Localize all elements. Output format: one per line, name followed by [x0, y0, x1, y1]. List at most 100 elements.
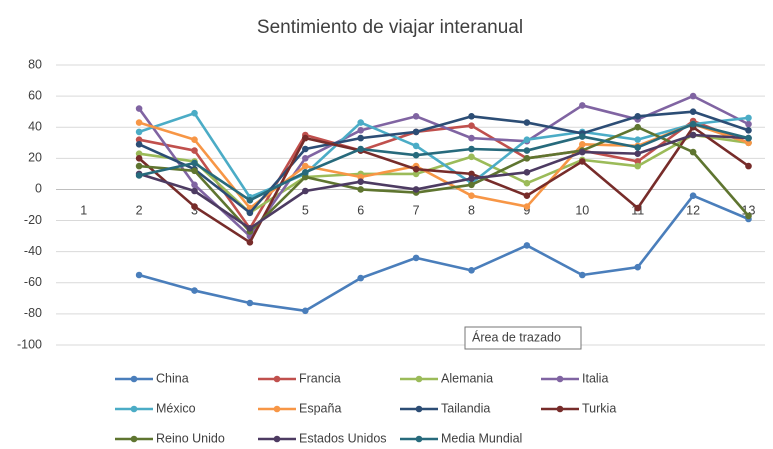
data-point [135, 271, 143, 279]
data-point [468, 170, 475, 178]
data-point [246, 225, 254, 232]
y-tick-label: -40 [24, 244, 42, 258]
y-tick-label: -20 [24, 213, 42, 227]
legend-marker [273, 375, 281, 383]
data-point [523, 203, 531, 210]
data-point [745, 120, 752, 128]
data-point [689, 192, 697, 199]
data-point [191, 287, 198, 294]
data-point [135, 150, 143, 157]
data-point [689, 120, 697, 128]
chart-title: Sentimiento de viajar interanual [257, 17, 523, 38]
data-point [191, 187, 198, 195]
data-point [634, 144, 641, 151]
data-point [191, 203, 198, 210]
x-tick-label: 8 [468, 204, 475, 218]
data-point [135, 172, 143, 179]
data-point [302, 187, 309, 195]
data-point [634, 123, 641, 131]
legend-label: Francia [299, 371, 341, 385]
legend-marker [130, 405, 138, 413]
x-tick-label: 12 [686, 204, 700, 218]
legend-label: Tailandia [441, 401, 490, 415]
data-point [579, 271, 586, 279]
data-point [412, 170, 420, 178]
tooltip: Área de trazado [464, 326, 582, 350]
data-point [579, 158, 586, 165]
series-line [138, 119, 749, 230]
data-point [135, 136, 143, 143]
data-point [302, 155, 309, 162]
data-point [523, 169, 531, 176]
x-tick-label: 9 [523, 204, 530, 218]
data-point [745, 114, 752, 122]
data-point [191, 181, 198, 189]
tooltip-text: Área de trazado [472, 329, 561, 344]
y-tick-label: -60 [24, 275, 42, 289]
data-point [468, 181, 475, 189]
legend-marker [415, 375, 423, 383]
data-point [634, 162, 641, 170]
data-point [246, 299, 254, 307]
data-point [579, 102, 586, 109]
data-point [634, 263, 641, 271]
data-point [468, 134, 475, 142]
x-tick-label: 6 [357, 204, 364, 218]
data-point [523, 192, 531, 199]
data-point [468, 267, 475, 274]
data-point [246, 197, 254, 204]
data-point [745, 212, 752, 220]
data-point [135, 141, 143, 148]
data-point [634, 113, 641, 120]
data-point [468, 113, 475, 120]
series-line [138, 122, 749, 202]
data-point [135, 119, 143, 126]
data-point [357, 127, 365, 134]
legend-marker [273, 435, 281, 443]
data-point [357, 173, 365, 181]
legend-label: México [156, 401, 196, 415]
legend-marker [556, 375, 564, 383]
x-tick-label: 5 [302, 204, 309, 218]
data-point [745, 162, 752, 170]
legend-label: España [299, 401, 341, 415]
data-point [634, 158, 641, 165]
legend-marker [130, 435, 138, 443]
data-point [745, 139, 752, 147]
data-point [523, 179, 531, 187]
data-point [523, 136, 531, 143]
data-point [191, 159, 198, 167]
x-tick-label: 1 [80, 204, 87, 218]
data-point [412, 186, 420, 193]
data-point [579, 141, 586, 148]
y-tick-label: 40 [28, 120, 42, 134]
data-point [523, 119, 531, 126]
data-point [689, 148, 697, 156]
data-point [468, 192, 475, 199]
data-point [191, 147, 198, 154]
data-point [191, 136, 198, 143]
series-line [138, 194, 750, 313]
legend-marker [415, 405, 423, 413]
data-point [689, 92, 697, 100]
y-tick-label: 0 [35, 182, 42, 196]
tooltip-box [464, 326, 582, 350]
data-point [302, 145, 309, 153]
data-point [357, 186, 365, 193]
data-point [412, 254, 420, 262]
x-tick-label: 3 [191, 204, 198, 218]
data-point [302, 134, 309, 142]
data-point [246, 239, 254, 246]
data-point [523, 155, 531, 162]
legend-marker [556, 405, 564, 413]
legend-marker [415, 435, 423, 443]
data-point [579, 133, 586, 140]
y-tick-label: 60 [28, 88, 42, 102]
data-point [468, 145, 475, 153]
x-tick-label: 7 [413, 204, 420, 218]
data-point [468, 175, 475, 182]
data-point [357, 145, 365, 153]
data-point [468, 122, 475, 129]
